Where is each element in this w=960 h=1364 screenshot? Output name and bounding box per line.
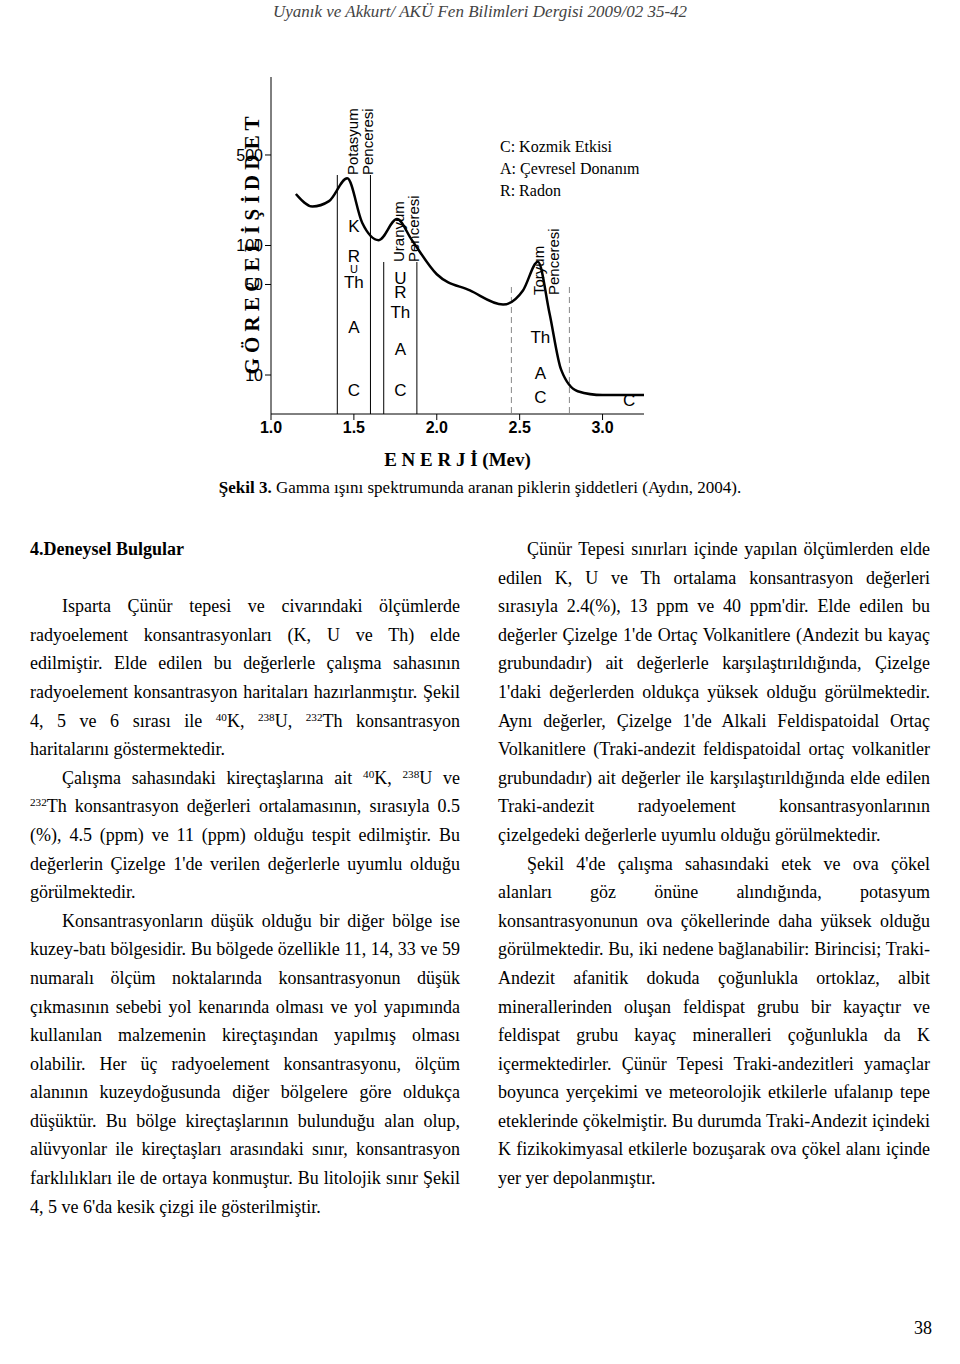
svg-text:C: C xyxy=(623,391,635,410)
svg-text:Th: Th xyxy=(390,303,410,322)
html-text:A: Çevresel Donanım: A: Çevresel Donanım xyxy=(500,160,640,177)
svg-text:Th: Th xyxy=(530,328,550,347)
svg-text:U: U xyxy=(349,263,358,275)
html-text:232Th konsantrasyon değerleri: 232Th konsantrasyon değerleri ortalaması… xyxy=(30,796,460,903)
html-text:Isparta Çünür tepesi ve civarı: Isparta Çünür tepesi ve civarındaki ölçü… xyxy=(30,596,460,760)
html-text:Çalışma sahasındaki kireçtaşla: Çalışma sahasındaki kireçtaşlarına ait40… xyxy=(62,767,460,788)
svg-text:1.5: 1.5 xyxy=(343,419,365,436)
html-text:4.Deneysel Bulgular: 4.Deneysel Bulgular xyxy=(30,539,184,559)
svg-text:1.0: 1.0 xyxy=(260,419,282,436)
svg-text:2.0: 2.0 xyxy=(426,419,448,436)
html-text:R: Radon: R: Radon xyxy=(500,182,561,199)
svg-text:Penceresi: Penceresi xyxy=(545,228,562,295)
svg-text:A: A xyxy=(535,364,547,383)
svg-text:G Ö R E C E L İ Ş İ D D E T: G Ö R E C E L İ Ş İ D D E T xyxy=(240,116,264,374)
html-text:C: Kozmik Etkisi: C: Kozmik Etkisi xyxy=(500,138,612,155)
svg-text:Penceresi: Penceresi xyxy=(405,195,423,262)
html-text:Uyanık ve Akkurt/ AKÜ Fen Bili: Uyanık ve Akkurt/ AKÜ Fen Bilimleri Derg… xyxy=(272,2,688,21)
svg-text:2.5: 2.5 xyxy=(509,419,531,436)
svg-text:R: R xyxy=(347,247,360,266)
svg-text:C: C xyxy=(394,381,406,400)
html-text:Çünür Tepesi sınırları içinde: Çünür Tepesi sınırları içinde yapılan öl… xyxy=(498,539,930,845)
svg-text:U: U xyxy=(394,269,407,288)
svg-text:Th: Th xyxy=(344,273,364,292)
svg-text:Uranyum: Uranyum xyxy=(390,201,408,262)
svg-text:C: C xyxy=(348,381,360,400)
svg-text:A: A xyxy=(395,340,407,359)
svg-text:C: C xyxy=(534,388,546,407)
svg-text:Penceresi: Penceresi xyxy=(359,108,376,175)
html-text:Şekil 3. Gamma ışını spektrumu: Şekil 3. Gamma ışını spektrumunda aranan… xyxy=(218,478,742,497)
html-text:Konsantrasyonların düşük olduğ: Konsantrasyonların düşük olduğu bir diğe… xyxy=(30,910,460,1217)
svg-text:E N E R J İ (Mev): E N E R J İ (Mev) xyxy=(384,449,531,471)
html-text:Şekil 4'de çalışma sahasındaki: Şekil 4'de çalışma sahasındaki etek ve o… xyxy=(498,853,930,1189)
svg-text:R: R xyxy=(394,283,406,302)
svg-text:Potasyum: Potasyum xyxy=(343,108,361,175)
svg-text:A: A xyxy=(348,318,360,337)
svg-text:3.0: 3.0 xyxy=(591,419,613,436)
svg-text:K: K xyxy=(348,217,360,236)
html-text:38: 38 xyxy=(914,1318,932,1338)
